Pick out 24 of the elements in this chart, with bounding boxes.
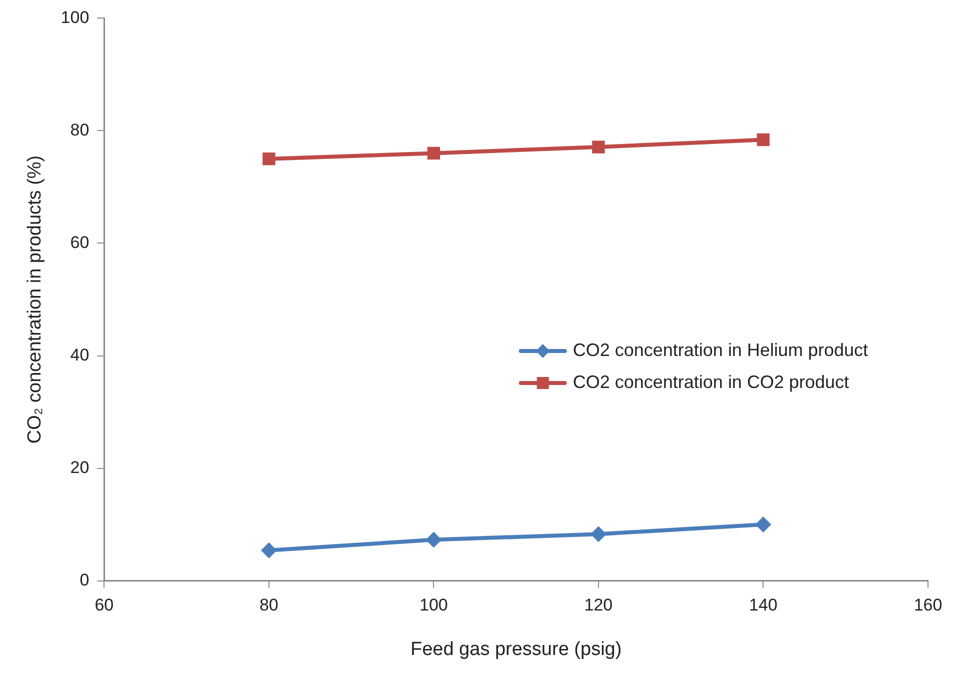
- y-tick-label: 40: [70, 345, 90, 364]
- point: [426, 532, 442, 548]
- y-tick-label: 20: [70, 458, 90, 477]
- point: [260, 542, 277, 558]
- y-tick-label: 60: [70, 232, 90, 252]
- point: [427, 146, 440, 160]
- y-tick-label: 80: [70, 120, 90, 140]
- y-tick-label: 0: [80, 570, 90, 590]
- y-tick-label: 100: [60, 8, 90, 27]
- point: [590, 526, 606, 542]
- point: [755, 516, 772, 533]
- x-tick-label: 60: [94, 596, 114, 615]
- x-tick-label: 100: [420, 596, 448, 615]
- y-axis-title: CO₂ concentration in products (%): [24, 155, 46, 444]
- x-tick-label: 120: [584, 596, 613, 615]
- x-tick-label: 80: [259, 596, 278, 615]
- x-tick-label: 160: [914, 596, 942, 615]
- legend-label: CO2 concentration in Helium product: [572, 340, 868, 360]
- point: [262, 152, 276, 166]
- point: [592, 140, 605, 154]
- x-tick-label: 140: [749, 596, 778, 615]
- legend-label: CO2 concentration in CO2 product: [572, 372, 850, 392]
- x-axis-title: Feed gas pressure (psig): [410, 638, 622, 660]
- point: [756, 133, 770, 146]
